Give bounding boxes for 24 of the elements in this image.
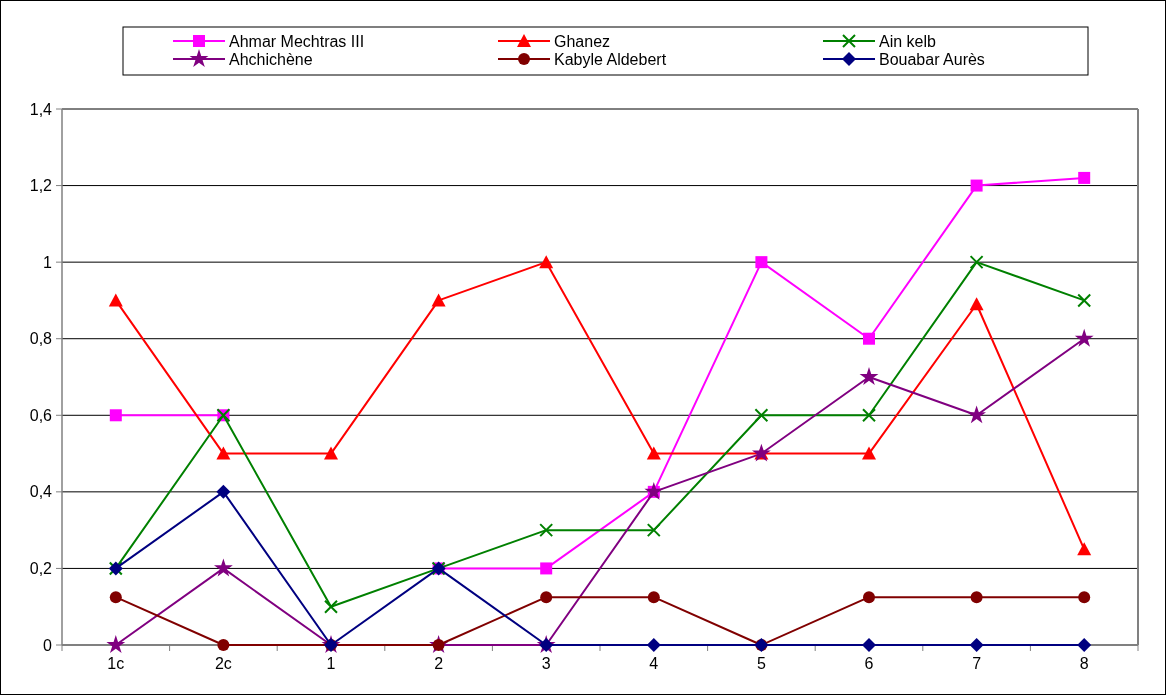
x-tick-label: 3 (541, 655, 551, 672)
x-tick-label: 1c (107, 655, 125, 672)
x-tick-label: 4 (649, 655, 659, 672)
x-tick-label: 7 (972, 655, 982, 672)
legend-label: Ahchichène (229, 50, 313, 68)
y-tick-label: 0,4 (29, 483, 53, 501)
legend-label: Ghanez (554, 32, 611, 50)
x-tick-label: 8 (1079, 655, 1089, 672)
y-tick-label: 0 (43, 636, 53, 654)
y-tick-label: 0,8 (29, 330, 53, 348)
legend-label: Bouabar Aurès (879, 50, 985, 68)
legend-label: Kabyle Aldebert (554, 50, 667, 68)
x-tick-label: 1 (326, 655, 336, 672)
x-tick-label: 6 (864, 655, 874, 672)
x-tick-label: 5 (756, 655, 766, 672)
y-tick-label: 1,4 (29, 100, 53, 118)
y-tick-label: 0,2 (29, 560, 53, 578)
y-tick-label: 1 (43, 253, 53, 271)
legend-label: Ain kelb (879, 32, 937, 50)
y-tick-label: 1,2 (29, 177, 53, 195)
legend-label: Ahmar Mechtras III (229, 32, 365, 50)
x-tick-label: 2 (434, 655, 444, 672)
x-tick-label: 2c (214, 655, 232, 672)
y-tick-label: 0,6 (29, 406, 53, 424)
